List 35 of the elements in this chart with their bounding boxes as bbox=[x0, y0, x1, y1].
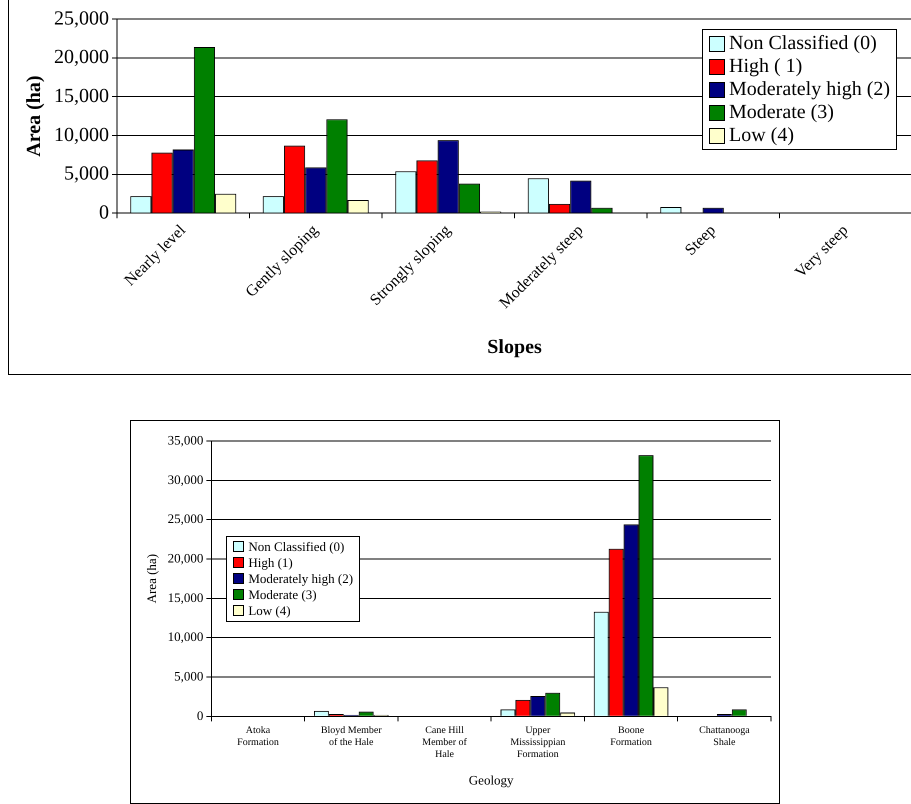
x-tick-label: Boone Formation bbox=[610, 725, 652, 748]
y-tick-label: 10,000 bbox=[168, 629, 204, 644]
legend-label: High ( 1) bbox=[729, 55, 802, 78]
legend-label: Moderately high (2) bbox=[729, 78, 890, 101]
x-tick-label: Cane Hill Member of Hale bbox=[422, 725, 468, 760]
y-tick-label: 20,000 bbox=[54, 46, 109, 68]
legend-label: Moderate (3) bbox=[248, 586, 317, 603]
y-tick-label: 25,000 bbox=[54, 7, 109, 30]
legend-label: Non Classified (0) bbox=[248, 538, 344, 555]
y-axis-title: Area (ha) bbox=[144, 554, 160, 604]
legend-label: Non Classified (0) bbox=[729, 32, 877, 55]
legend-label: Low (4) bbox=[248, 602, 291, 619]
y-tick-label: 25,000 bbox=[168, 511, 204, 526]
y-tick-label: 0 bbox=[196, 708, 204, 723]
legend-label: High (1) bbox=[248, 554, 293, 571]
y-tick-label: 5,000 bbox=[64, 162, 109, 185]
y-tick-label: 10,000 bbox=[54, 124, 109, 146]
y-tick-label: 15,000 bbox=[168, 590, 204, 605]
x-axis-title: Geology bbox=[468, 772, 514, 788]
legend-label: Low (4) bbox=[729, 124, 794, 147]
legend-label: Moderately high (2) bbox=[248, 570, 354, 587]
x-axis-title: Slopes bbox=[487, 336, 542, 358]
y-tick-label: 20,000 bbox=[168, 550, 204, 566]
y-tick-label: 0 bbox=[99, 201, 109, 224]
x-tick-label: Atoka Formation bbox=[237, 725, 279, 748]
legend-label: Moderate (3) bbox=[729, 101, 834, 124]
x-tick-label: Upper Mississippian Formation bbox=[510, 725, 566, 760]
x-tick-label: Bloyd Member of the Hale bbox=[320, 725, 382, 748]
y-tick-label: 15,000 bbox=[54, 84, 109, 107]
y-tick-label: 5,000 bbox=[174, 668, 204, 684]
y-tick-label: 35,000 bbox=[168, 432, 204, 448]
y-axis-title: Area (ha) bbox=[23, 75, 46, 157]
x-tick-label: Chattanooga Shale bbox=[699, 725, 750, 748]
y-tick-label: 30,000 bbox=[168, 472, 204, 487]
x-tick-label: Very steep bbox=[792, 222, 852, 282]
